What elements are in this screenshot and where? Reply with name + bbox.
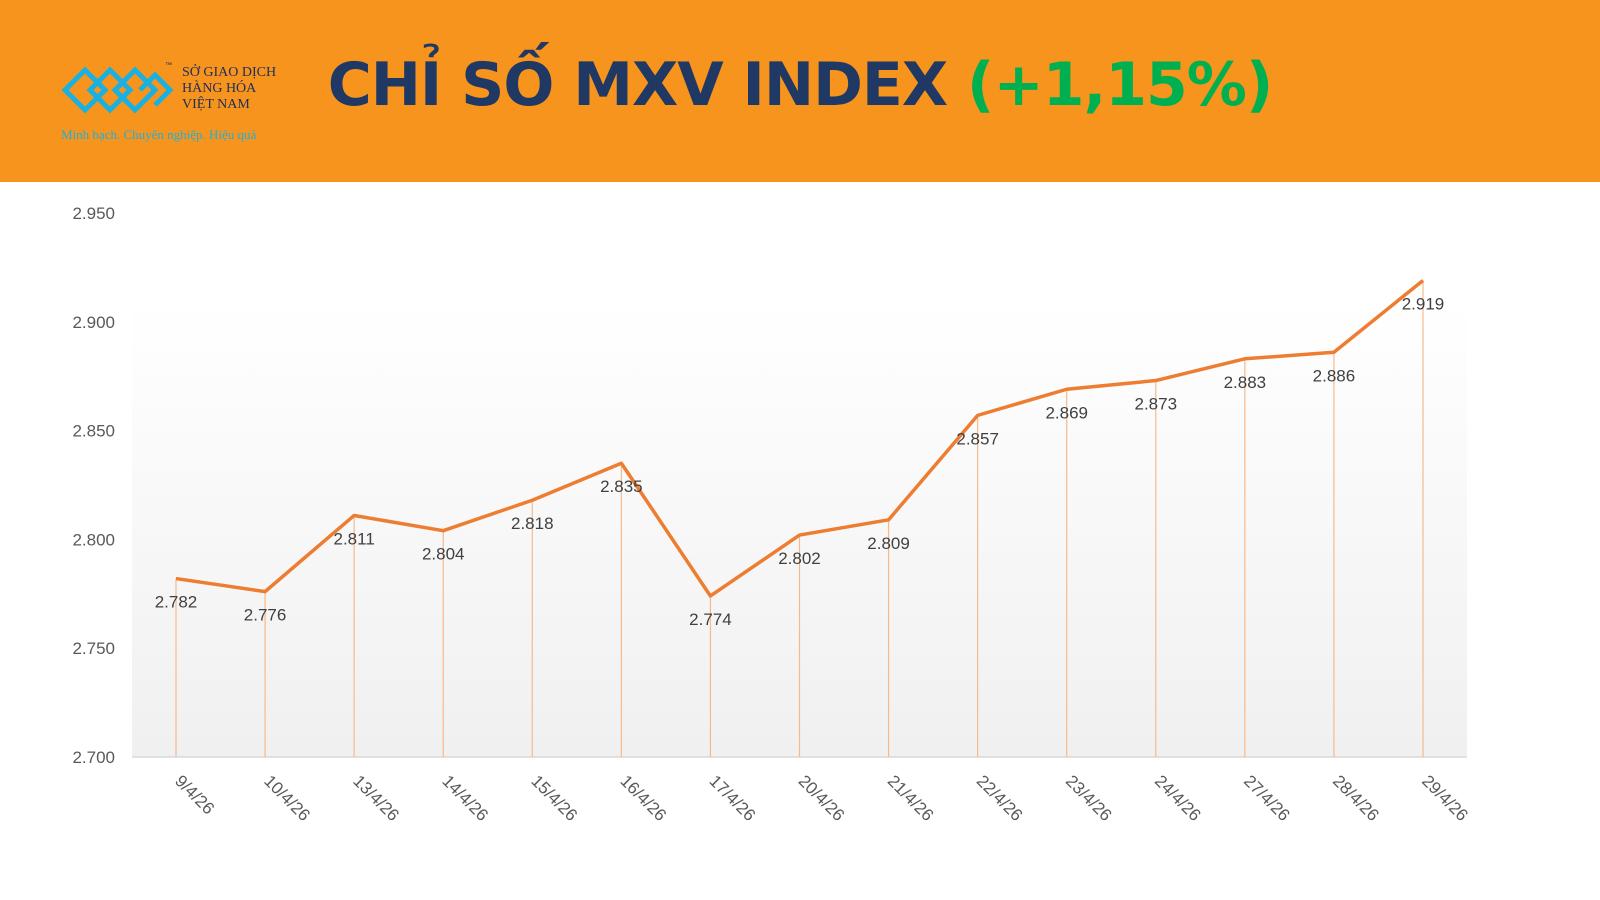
title-text: CHỈ SỐ MXV INDEX bbox=[327, 50, 948, 120]
x-tick-label: 27/4/26 bbox=[1240, 771, 1294, 825]
y-tick-label: 2.700 bbox=[72, 748, 115, 767]
logo-tagline: Minh bạch. Chuyên nghiệp. Hiệu quả bbox=[61, 127, 257, 142]
logo-line-3: VIỆT NAM bbox=[182, 97, 250, 112]
x-tick-label: 20/4/26 bbox=[795, 771, 849, 825]
y-tick-label: 2.950 bbox=[72, 204, 115, 223]
header-banner: ™ SỞ GIAO DỊCH HÀNG HÓA VIỆT NAM Minh bạ… bbox=[0, 0, 1600, 182]
data-label: 2.774 bbox=[689, 610, 732, 629]
x-tick-label: 17/4/26 bbox=[706, 771, 760, 825]
y-tick-label: 2.850 bbox=[72, 422, 115, 441]
x-tick-label: 13/4/26 bbox=[349, 771, 403, 825]
x-tick-label: 28/4/26 bbox=[1329, 771, 1383, 825]
y-tick-label: 2.800 bbox=[72, 530, 115, 549]
x-tick-label: 24/4/26 bbox=[1151, 771, 1205, 825]
data-label: 2.809 bbox=[867, 534, 910, 553]
logo-line-1: SỞ GIAO DỊCH bbox=[182, 65, 277, 80]
change-percent: (+1,15%) bbox=[967, 50, 1273, 120]
data-label: 2.776 bbox=[244, 606, 287, 625]
data-label: 2.782 bbox=[155, 593, 198, 612]
data-label: 2.802 bbox=[778, 549, 821, 568]
series-line bbox=[175, 279, 1425, 598]
y-tick-label: 2.750 bbox=[72, 639, 115, 658]
data-label: 2.869 bbox=[1045, 403, 1088, 422]
logo-line-2: HÀNG HÓA bbox=[182, 81, 257, 96]
x-tick-label: 15/4/26 bbox=[527, 771, 581, 825]
x-tick-label: 21/4/26 bbox=[884, 771, 938, 825]
data-label: 2.818 bbox=[511, 514, 554, 533]
y-tick-label: 2.900 bbox=[72, 313, 115, 332]
data-label: 2.857 bbox=[956, 429, 999, 448]
x-tick-label: 29/4/26 bbox=[1418, 771, 1472, 825]
x-tick-label: 14/4/26 bbox=[438, 771, 492, 825]
data-label: 2.811 bbox=[334, 529, 375, 548]
data-label: 2.804 bbox=[422, 545, 465, 564]
data-label: 2.883 bbox=[1224, 373, 1267, 392]
x-tick-label: 22/4/26 bbox=[973, 771, 1027, 825]
data-label: 2.886 bbox=[1313, 366, 1356, 385]
data-label: 2.919 bbox=[1402, 294, 1445, 313]
data-label: 2.873 bbox=[1135, 395, 1178, 414]
x-tick-label: 23/4/26 bbox=[1062, 771, 1116, 825]
x-tick-label: 10/4/26 bbox=[260, 771, 314, 825]
x-tick-label: 9/4/26 bbox=[171, 771, 218, 818]
logo: ™ SỞ GIAO DỊCH HÀNG HÓA VIỆT NAM Minh bạ… bbox=[60, 60, 300, 150]
logo-mark-icon bbox=[61, 66, 174, 114]
data-label: 2.835 bbox=[600, 477, 643, 496]
trademark: ™ bbox=[165, 62, 172, 69]
x-tick-label: 16/4/26 bbox=[617, 771, 671, 825]
page-title: CHỈ SỐ MXV INDEX (+1,15%) bbox=[0, 50, 1600, 120]
